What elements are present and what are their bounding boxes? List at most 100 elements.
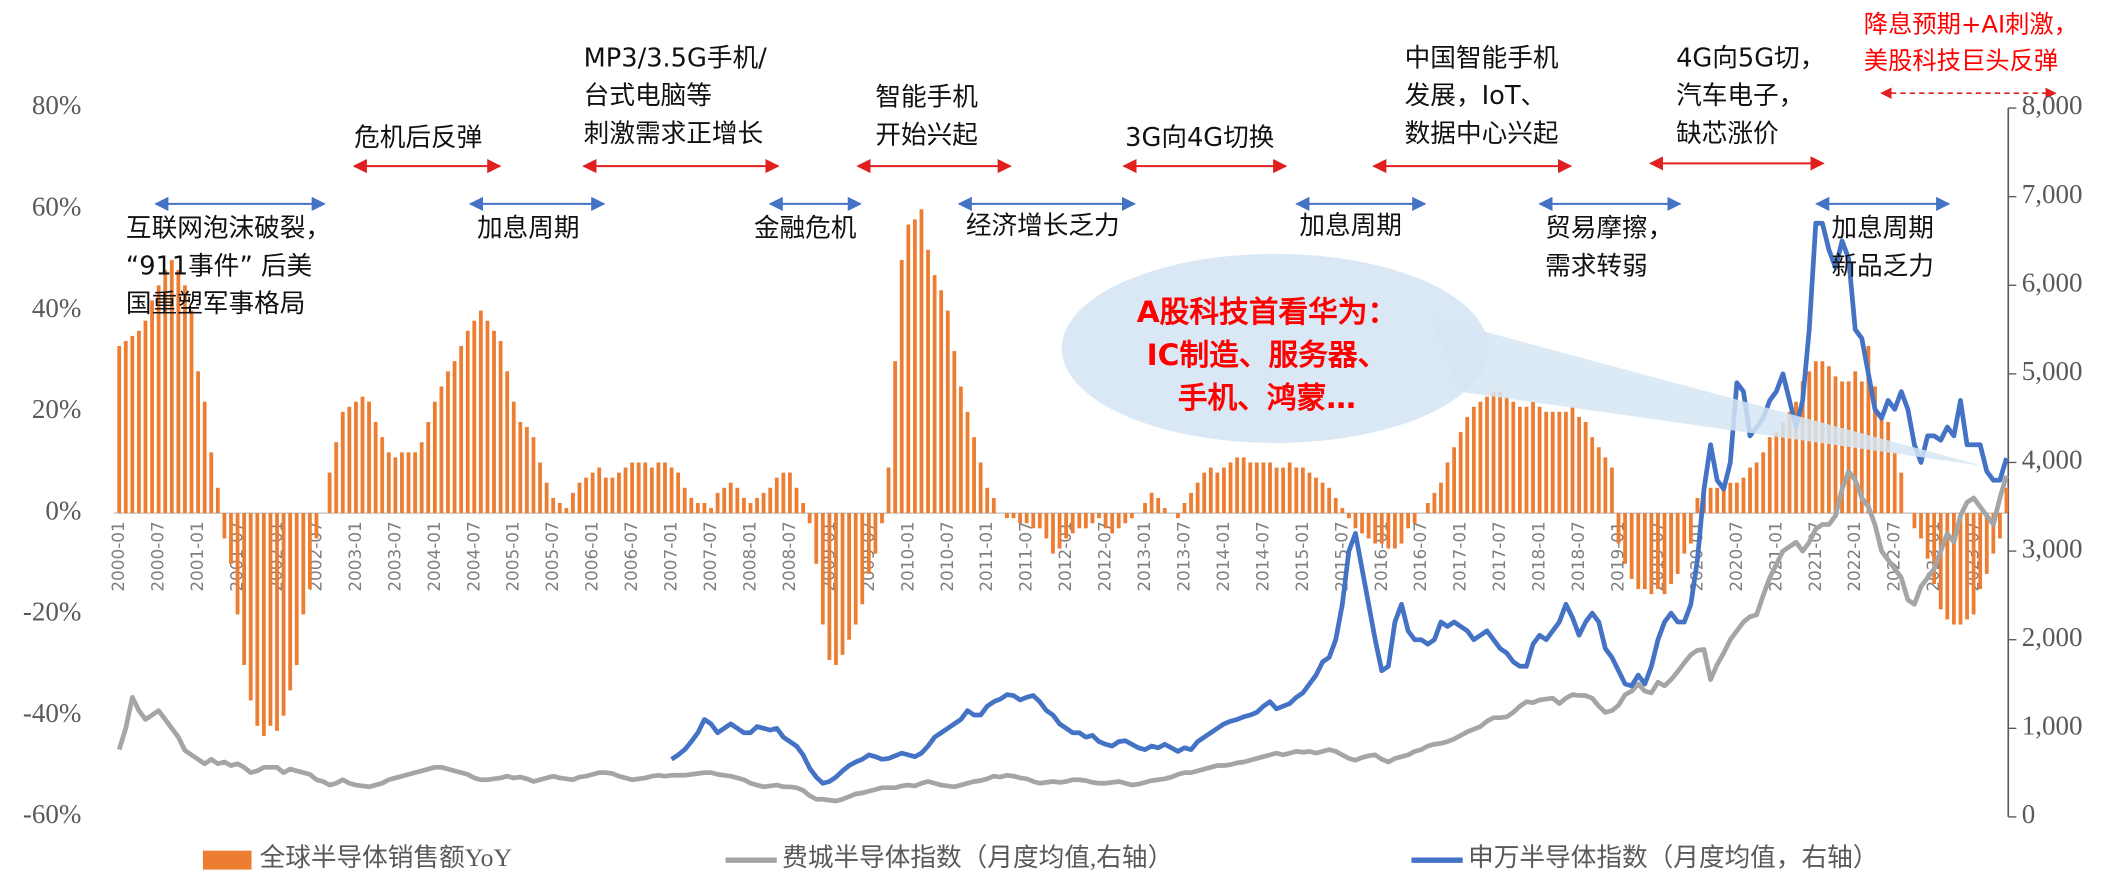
bar xyxy=(137,330,141,514)
bar xyxy=(1064,513,1069,539)
bar xyxy=(1504,396,1509,514)
bar xyxy=(1951,513,1956,625)
annotation: 加息周期 xyxy=(1831,214,1934,244)
x-tick-label: 2017-07 xyxy=(1489,521,1509,591)
bar xyxy=(1215,472,1220,514)
bar xyxy=(1491,391,1496,514)
bar xyxy=(301,513,306,615)
bar xyxy=(1274,467,1279,514)
bar xyxy=(1695,497,1700,514)
bar xyxy=(965,411,970,514)
bar xyxy=(1675,513,1680,574)
bar xyxy=(1379,513,1384,544)
x-tick-label: 2011-07 xyxy=(1016,521,1036,591)
x-tick-label: 2004-01 xyxy=(424,521,444,591)
bar xyxy=(623,467,628,514)
bar xyxy=(781,472,786,514)
bar xyxy=(1583,421,1588,514)
bar xyxy=(1531,401,1535,514)
bar xyxy=(577,482,582,514)
annotation: 经济增长乏力 xyxy=(966,211,1120,241)
bar xyxy=(492,330,496,514)
bar xyxy=(1327,487,1332,514)
bar xyxy=(1998,513,2002,539)
bar xyxy=(722,487,727,514)
x-tick-label: 2015-01 xyxy=(1292,521,1312,591)
bar xyxy=(1991,513,1996,554)
annotation: 刺激需求正增长 xyxy=(584,119,764,149)
x-tick-label: 2006-01 xyxy=(582,521,602,591)
x-tick-label: 2008-01 xyxy=(739,521,759,591)
bar xyxy=(1149,492,1154,514)
bar xyxy=(1807,371,1812,514)
x-tick-label: 2018-01 xyxy=(1529,521,1549,591)
bar xyxy=(1794,401,1798,514)
bar xyxy=(1268,462,1272,514)
bar xyxy=(1366,513,1371,539)
bar xyxy=(465,330,470,514)
bar xyxy=(222,513,227,539)
bar xyxy=(1774,432,1779,514)
bar xyxy=(1550,411,1555,514)
x-tick-label: 2014-07 xyxy=(1252,521,1272,591)
bar xyxy=(959,386,963,514)
x-tick-label: 2013-01 xyxy=(1134,521,1154,591)
x-tick-label: 2005-01 xyxy=(503,521,523,591)
bar xyxy=(1800,381,1805,514)
bar xyxy=(866,513,871,574)
bar xyxy=(1077,513,1082,529)
x-tick-label: 2004-07 xyxy=(463,521,483,591)
bar xyxy=(945,310,950,514)
bar xyxy=(1399,513,1404,544)
bar xyxy=(1103,513,1108,529)
y2-tick-label: 4,000 xyxy=(2022,445,2083,475)
bar xyxy=(1662,513,1667,595)
bar xyxy=(1314,477,1318,514)
bar xyxy=(123,340,128,514)
bar xyxy=(840,513,845,655)
bar xyxy=(847,513,852,640)
bar xyxy=(1642,513,1647,590)
bar xyxy=(202,401,207,514)
bar xyxy=(386,452,391,514)
bar xyxy=(531,437,536,514)
y2-tick-label: 1,000 xyxy=(2022,711,2083,741)
bar xyxy=(1189,492,1193,514)
bar xyxy=(229,513,233,564)
bar xyxy=(538,462,542,514)
bar xyxy=(709,508,713,514)
bar xyxy=(603,477,608,514)
bar xyxy=(557,502,562,514)
bar xyxy=(334,442,339,514)
y-tick-label: 80% xyxy=(32,90,82,120)
bar xyxy=(834,513,838,666)
bar xyxy=(1340,508,1345,514)
bar xyxy=(584,477,588,514)
bar xyxy=(899,259,904,514)
bar xyxy=(1511,401,1516,514)
bar xyxy=(906,224,911,514)
bar xyxy=(702,502,707,514)
annotation: 加息周期 xyxy=(1299,211,1402,241)
plot-area: -60% -40% -20% 0% 20% 40% 60% 80% 0 1,000 2,000 3,0… xyxy=(23,90,2083,872)
bar xyxy=(656,462,661,514)
bar xyxy=(676,472,681,514)
annotation: 国重塑军事格局 xyxy=(126,289,306,319)
bar xyxy=(1708,487,1713,514)
annotation: 金融危机 xyxy=(754,214,857,244)
bar xyxy=(617,472,621,514)
x-tick-label: 2003-07 xyxy=(384,521,404,591)
bar xyxy=(1024,513,1029,524)
bar xyxy=(1892,452,1897,514)
bar xyxy=(1610,467,1614,514)
annotation: 开始兴起 xyxy=(875,120,978,150)
callout-text: IC制造、服务器、 xyxy=(1147,338,1388,373)
bar xyxy=(367,401,371,514)
bar xyxy=(1083,513,1088,529)
x-tick-label: 2019-01 xyxy=(1608,521,1628,591)
bar xyxy=(649,467,654,514)
bar xyxy=(1471,406,1476,514)
bar xyxy=(886,467,891,514)
bar xyxy=(748,502,753,514)
bar xyxy=(728,482,733,514)
